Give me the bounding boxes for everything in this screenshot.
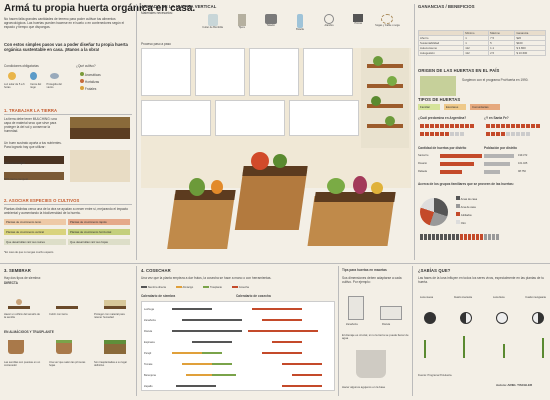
argentina-grid	[420, 124, 476, 138]
soil-layer-compost	[4, 172, 64, 180]
types-title: TIPOS DE HUERTAS	[418, 97, 461, 102]
compost-illustration	[70, 150, 130, 182]
sprout-icon	[56, 340, 72, 354]
hole-icon	[8, 291, 30, 309]
source-credit: Fuente: Programa ProHuerta.	[418, 374, 453, 377]
author-credit: Autora: ARIEL TISCHLER	[496, 383, 533, 387]
mulch-icon	[104, 291, 126, 309]
sowing-direct-label: DIRECTA	[4, 281, 18, 285]
soil-ratio-2: 50% tierra compost	[4, 177, 29, 181]
type-community: Comunitarias	[470, 104, 500, 110]
calendar-grid: Lechuga Zanahoria Rúcula Espinaca Perejil Tom…	[141, 301, 335, 391]
tip-pot-b: Rúcula	[382, 323, 391, 326]
santafe-grid	[486, 124, 542, 138]
district-bars: Santa Fe 199.372 Rosario 161.025 Rafaela 98…	[418, 154, 528, 174]
cover-icon	[56, 291, 78, 309]
assoc-tag-horizontal: Plantas de crecimiento horizontal	[68, 229, 130, 235]
conditions-label: Condiciones obligatorias	[4, 64, 39, 68]
assoc-tag-vertical: Plantas de crecimiento vertical	[4, 229, 66, 235]
step1-title: 1. TRABAJAR LA TIERRA	[4, 108, 58, 113]
assoc-tag-roots: Que desarrollan raíz sus raíces	[4, 239, 66, 245]
moon-text: Las fases de la luna influyen en todos l…	[418, 276, 544, 284]
transplant-icon	[104, 340, 126, 354]
soil-layer-black	[4, 156, 64, 164]
crop-label: ¿Qué cultivo?	[76, 64, 96, 68]
waning-moon-icon	[532, 312, 544, 324]
direct-sowing-steps	[8, 291, 126, 311]
full-moon-icon	[496, 312, 508, 324]
short-pot-icon	[380, 306, 402, 320]
type-familiar: Familiar	[418, 104, 440, 110]
assoc-tag-leaves: Que desarrollan raíz sus hojas	[68, 239, 130, 245]
steps-label: Proceso paso a paso	[141, 42, 171, 46]
groups-pie	[420, 198, 448, 226]
vertical-garden-illustration	[141, 48, 411, 188]
groups-legend: Amas de casa Ama de casa Jubilados Otro	[456, 196, 544, 228]
harvest-legend: Siembra directa Almácigo Trasplante Cose…	[141, 286, 249, 289]
step1-text2: Un buen sustrato aporta a tus nutrientes…	[4, 141, 62, 149]
stats-table: Mínimo Máximo Ganancia Ahorro 1 7.5 $20 Suste…	[417, 30, 546, 56]
districts-title: Cantidad de huertas por distrito	[418, 146, 467, 150]
intro-text: No hacen falta grandes cantidades de ter…	[4, 17, 125, 29]
soil-illustration	[70, 117, 130, 139]
tools-list: Cutter de Bombilla Tijera Taladro Botell…	[200, 14, 400, 40]
question-santafe: ¿Y en Santa Fe?	[484, 116, 509, 120]
seedbed-icon	[8, 340, 24, 354]
page-title: Armá tu propia huerta orgánica en casa.	[4, 3, 196, 14]
step2-title: 2. ASOCIAR ESPECIES O CULTIVOS	[4, 198, 80, 203]
argentina-map	[420, 76, 456, 96]
intro-lead: Con estos simples pasos vas a poder dise…	[4, 42, 128, 53]
new-moon-icon	[424, 312, 436, 324]
indirect-sowing-captions: Las semillas son puestas en un contenedo…	[4, 361, 128, 368]
assoc-tag-fast: Plantas de crecimiento rápido	[68, 219, 130, 225]
step3-title: 3. SEMBRAR	[4, 268, 31, 273]
people-icons	[420, 234, 544, 248]
question-argentina: ¿Cuál predomina en Argentina?	[418, 116, 467, 120]
sun-icon	[8, 72, 16, 80]
harvest-calendar-label: Calendario de cosecha	[236, 294, 271, 298]
moon-labels: Luna nueva Cuarto creciente Luna llena Cuar…	[420, 296, 546, 299]
direct-sowing-captions: Hacer un orificio del tamaño de la semil…	[4, 313, 125, 320]
population-title: Población por distrito	[484, 146, 517, 150]
soil-ratio-1: 50% tierra negra	[4, 161, 25, 165]
crop-list: Aromáticas Hortalizas Frutales	[80, 72, 101, 93]
groups-title: Acerca de los grupos familiares que se p…	[418, 182, 514, 186]
crop-names: Lechuga Zanahoria Rúcula Espinaca Perejil Tom…	[144, 308, 156, 388]
step2-text: Plantas distintas cerca una de la otra s…	[4, 207, 129, 215]
step3-sub: Hay dos tipos de siembra:	[4, 276, 41, 280]
moon-phases	[424, 312, 544, 326]
water-drop-icon	[30, 72, 37, 80]
tips-sub: Sus dimensiones deben adaptarse a cada c…	[342, 276, 402, 284]
step1-text1: La tierra debe tener MULCHING: una capa …	[4, 117, 57, 133]
drainage-pot-icon	[356, 350, 386, 378]
tip-drainage: El drenaje es crucial, si no la tierra s…	[342, 333, 409, 341]
origin-text: Surgieron con el programa ProHuerta en 1…	[462, 78, 529, 82]
tall-pot-icon	[348, 296, 364, 320]
conditions-list: Luz solar de 5 a 6 horas Cerca del riego P…	[4, 83, 62, 90]
sowing-indirect-label: EN ALMÁCIGOS Y TRASPLANTE	[4, 330, 54, 334]
step4-text: Una vez que la planta empieza a dar frut…	[141, 276, 272, 280]
sowing-calendar-label: Calendario de siembra	[141, 294, 176, 298]
tip-pot-a: Zanahoria	[346, 323, 358, 326]
moon-title: ¿SABÍAS QUE?	[418, 268, 451, 273]
tips-title: Tips para huertas en macetas	[342, 268, 387, 272]
conditions-icons	[6, 72, 70, 88]
vertical-garden-title: ARMADO DE LA HUERTA VERTICAL	[141, 4, 217, 9]
waxing-moon-icon	[460, 312, 472, 324]
indirect-sowing-steps	[8, 340, 126, 358]
step2-note: *En caso de que no tengas mucho espacio	[4, 251, 54, 254]
materials-label: Materiales necesarios:	[141, 11, 173, 15]
origin-title: ORIGEN DE LAS HUERTAS EN EL PAÍS	[418, 68, 500, 73]
plant-growth-icons	[424, 332, 544, 358]
type-school: Escolares	[444, 104, 466, 110]
wind-icon	[50, 73, 59, 79]
stats-title: GANANCIAS / BENEFICIOS	[418, 4, 475, 9]
raised-beds-illustration	[141, 150, 411, 260]
step4-title: 4. COSECHAR	[141, 268, 171, 273]
tip-holes: Hacer algunos agujeros en la base	[342, 385, 386, 389]
assoc-tag-slow: Plantas de crecimiento lento	[4, 219, 66, 225]
